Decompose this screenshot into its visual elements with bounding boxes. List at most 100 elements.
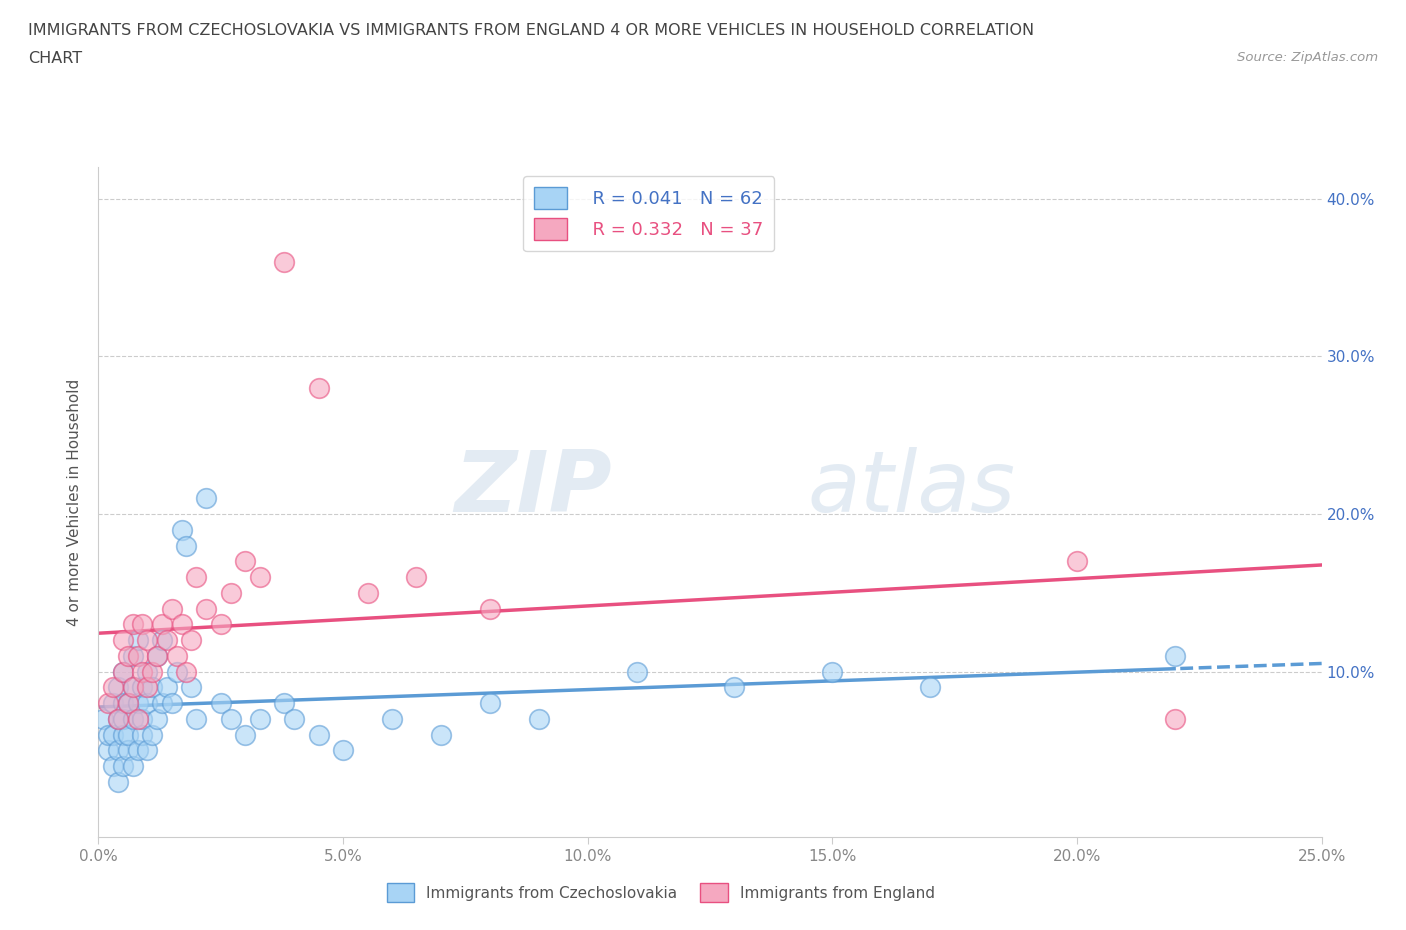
Point	[111, 711, 134, 726]
Point	[121, 680, 143, 695]
Point	[160, 601, 183, 616]
Point	[405, 569, 427, 584]
Point	[127, 711, 149, 726]
Point	[1164, 648, 1187, 663]
Point	[107, 743, 129, 758]
Point	[121, 759, 143, 774]
Point	[180, 680, 202, 695]
Point	[141, 727, 163, 742]
Legend: Immigrants from Czechoslovakia, Immigrants from England: Immigrants from Czechoslovakia, Immigran…	[381, 877, 941, 909]
Point	[180, 632, 202, 647]
Point	[117, 648, 139, 663]
Point	[527, 711, 550, 726]
Point	[150, 617, 173, 631]
Point	[91, 711, 114, 726]
Point	[430, 727, 453, 742]
Point	[111, 664, 134, 679]
Point	[131, 711, 153, 726]
Point	[186, 711, 208, 726]
Point	[101, 759, 124, 774]
Point	[186, 569, 208, 584]
Point	[249, 711, 271, 726]
Point	[156, 680, 179, 695]
Point	[283, 711, 305, 726]
Point	[117, 743, 139, 758]
Point	[146, 711, 169, 726]
Point	[273, 696, 295, 711]
Point	[136, 664, 159, 679]
Point	[170, 523, 193, 538]
Point	[150, 696, 173, 711]
Point	[111, 664, 134, 679]
Point	[101, 696, 124, 711]
Point	[209, 696, 232, 711]
Point	[136, 680, 159, 695]
Point	[136, 743, 159, 758]
Point	[1066, 554, 1088, 569]
Point	[273, 255, 295, 270]
Point	[160, 696, 183, 711]
Point	[626, 664, 648, 679]
Point	[308, 380, 330, 395]
Point	[107, 680, 129, 695]
Point	[127, 743, 149, 758]
Point	[219, 585, 242, 600]
Point	[723, 680, 745, 695]
Point	[107, 711, 129, 726]
Point	[131, 664, 153, 679]
Point	[127, 632, 149, 647]
Point	[136, 632, 159, 647]
Point	[117, 696, 139, 711]
Point	[121, 648, 143, 663]
Point	[308, 727, 330, 742]
Point	[117, 727, 139, 742]
Point	[356, 585, 378, 600]
Point	[101, 727, 124, 742]
Point	[166, 648, 188, 663]
Point	[195, 601, 218, 616]
Point	[107, 711, 129, 726]
Point	[131, 727, 153, 742]
Point	[176, 664, 198, 679]
Legend:   R = 0.041   N = 62,   R = 0.332   N = 37: R = 0.041 N = 62, R = 0.332 N = 37	[523, 177, 775, 251]
Point	[821, 664, 844, 679]
Point	[141, 664, 163, 679]
Point	[150, 632, 173, 647]
Text: IMMIGRANTS FROM CZECHOSLOVAKIA VS IMMIGRANTS FROM ENGLAND 4 OR MORE VEHICLES IN : IMMIGRANTS FROM CZECHOSLOVAKIA VS IMMIGR…	[28, 23, 1035, 38]
Point	[121, 680, 143, 695]
Y-axis label: 4 or more Vehicles in Household: 4 or more Vehicles in Household	[67, 379, 83, 626]
Point	[111, 759, 134, 774]
Text: Source: ZipAtlas.com: Source: ZipAtlas.com	[1237, 51, 1378, 64]
Point	[127, 648, 149, 663]
Point	[131, 680, 153, 695]
Point	[478, 696, 501, 711]
Point	[233, 727, 256, 742]
Point	[146, 648, 169, 663]
Point	[131, 617, 153, 631]
Point	[209, 617, 232, 631]
Point	[111, 632, 134, 647]
Point	[121, 617, 143, 631]
Point	[136, 696, 159, 711]
Point	[478, 601, 501, 616]
Point	[381, 711, 404, 726]
Point	[156, 632, 179, 647]
Point	[97, 743, 120, 758]
Point	[111, 696, 134, 711]
Point	[97, 727, 120, 742]
Point	[121, 711, 143, 726]
Point	[249, 569, 271, 584]
Point	[176, 538, 198, 553]
Point	[141, 680, 163, 695]
Point	[233, 554, 256, 569]
Point	[107, 775, 129, 790]
Text: ZIP: ZIP	[454, 447, 612, 530]
Point	[920, 680, 942, 695]
Point	[1164, 711, 1187, 726]
Point	[97, 696, 120, 711]
Point	[111, 727, 134, 742]
Point	[170, 617, 193, 631]
Point	[195, 491, 218, 506]
Point	[101, 680, 124, 695]
Point	[117, 696, 139, 711]
